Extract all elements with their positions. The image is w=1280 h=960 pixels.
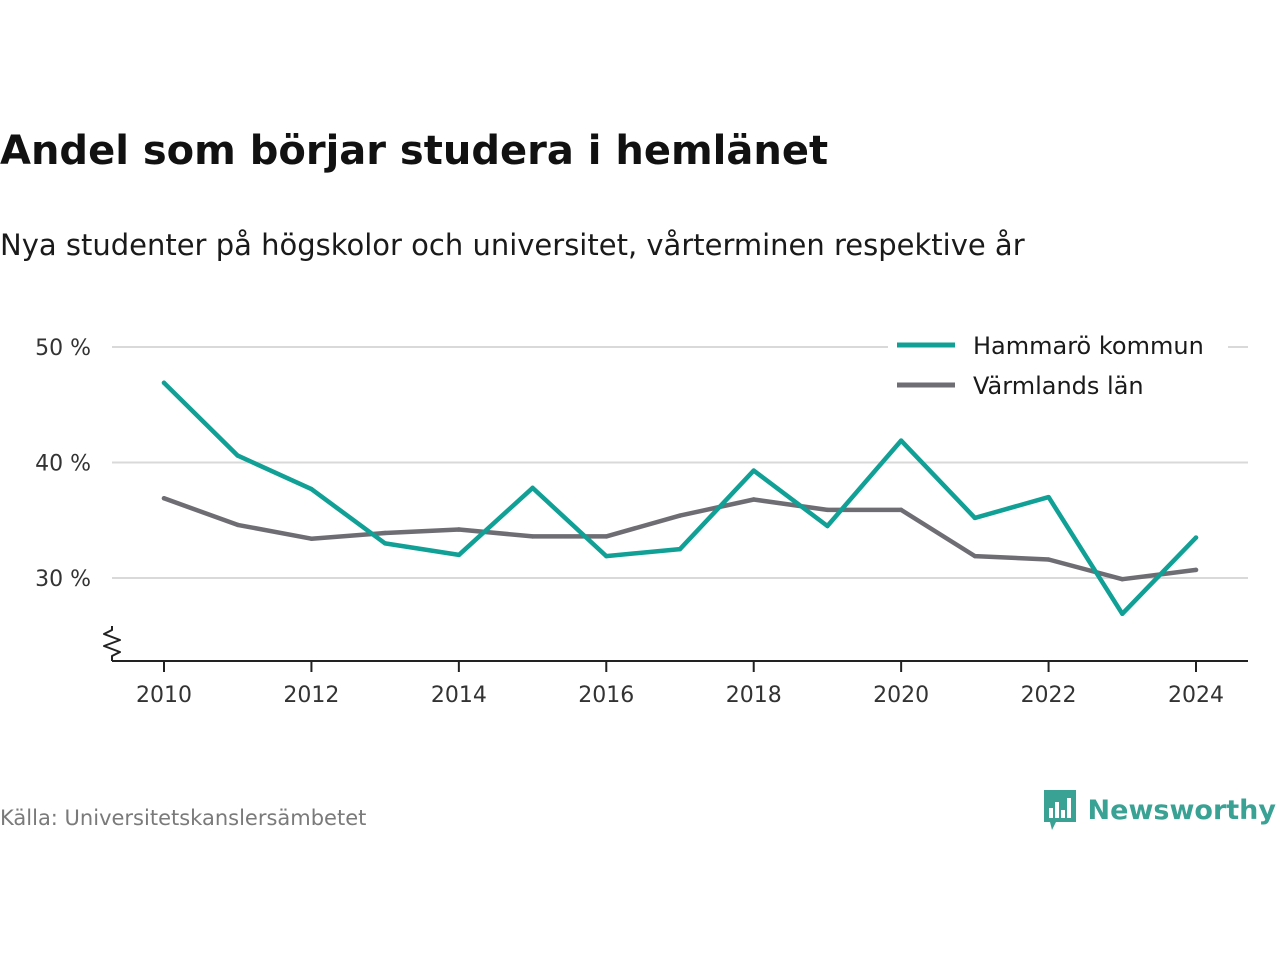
- data-point: [161, 380, 167, 386]
- x-tick-label: 2018: [726, 683, 782, 708]
- x-tick-label: 2022: [1021, 683, 1077, 708]
- data-point: [972, 515, 978, 521]
- data-point: [1193, 567, 1199, 573]
- data-point: [751, 497, 756, 502]
- data-point: [972, 553, 978, 559]
- data-point: [677, 513, 683, 518]
- y-tick-label: 40 %: [35, 452, 91, 477]
- data-point: [456, 552, 462, 558]
- x-tick-label: 2012: [283, 683, 339, 708]
- data-point: [898, 507, 904, 513]
- x-tick-label: 2020: [873, 683, 929, 708]
- y-tick-label: 50 %: [35, 336, 91, 361]
- brand-name: Newsworthy: [1087, 794, 1276, 826]
- data-point: [235, 522, 240, 528]
- data-point: [1193, 535, 1199, 540]
- y-axis-ticks: 30 % 40 % 50 %: [35, 336, 91, 592]
- data-point: [456, 527, 462, 532]
- x-tick-label: 2016: [578, 683, 634, 708]
- axis-break-icon: [103, 626, 121, 661]
- data-point: [382, 530, 388, 536]
- data-point: [1120, 576, 1125, 582]
- data-point: [530, 534, 535, 539]
- x-tick-label: 2014: [431, 683, 487, 708]
- data-point: [161, 496, 167, 501]
- x-axis: 2010 2012 2014 2016 2018 2020 2022 2024: [103, 626, 1248, 708]
- data-point: [1046, 494, 1051, 500]
- data-point: [751, 468, 756, 473]
- data-point: [604, 534, 609, 539]
- y-tick-label: 30 %: [35, 567, 91, 592]
- data-point: [309, 536, 314, 541]
- data-point: [677, 546, 683, 552]
- data-point: [382, 541, 388, 546]
- series-line: [161, 496, 1199, 582]
- data-point: [604, 553, 609, 559]
- line-chart: 2010 2012 2014 2016 2018 2020 2022 2024 30 % 40 …: [35, 327, 1248, 708]
- x-tick-label: 2024: [1168, 683, 1224, 708]
- series-lines: [161, 380, 1199, 617]
- data-point: [1120, 611, 1125, 617]
- chart-subtitle: Nya studenter på högskolor och universit…: [0, 228, 1025, 262]
- data-point: [825, 507, 830, 513]
- data-point: [898, 438, 904, 443]
- series-line: [161, 380, 1199, 617]
- legend-label: Värmlands län: [973, 372, 1144, 400]
- brand-logo: Newsworthy: [1042, 788, 1276, 832]
- data-point: [1046, 557, 1051, 562]
- data-point: [825, 523, 830, 529]
- legend: Hammarö kommun Värmlands län: [888, 327, 1228, 403]
- data-point: [309, 486, 314, 492]
- legend-label: Hammarö kommun: [973, 332, 1204, 360]
- data-point: [530, 485, 535, 491]
- bar-chart-speech-bubble-icon: [1043, 790, 1076, 830]
- x-tick-label: 2010: [136, 683, 192, 708]
- data-point: [235, 453, 240, 458]
- source-note: Källa: Universitetskanslersämbetet: [0, 806, 367, 830]
- chart-title: Andel som börjar studera i hemlänet: [0, 128, 829, 174]
